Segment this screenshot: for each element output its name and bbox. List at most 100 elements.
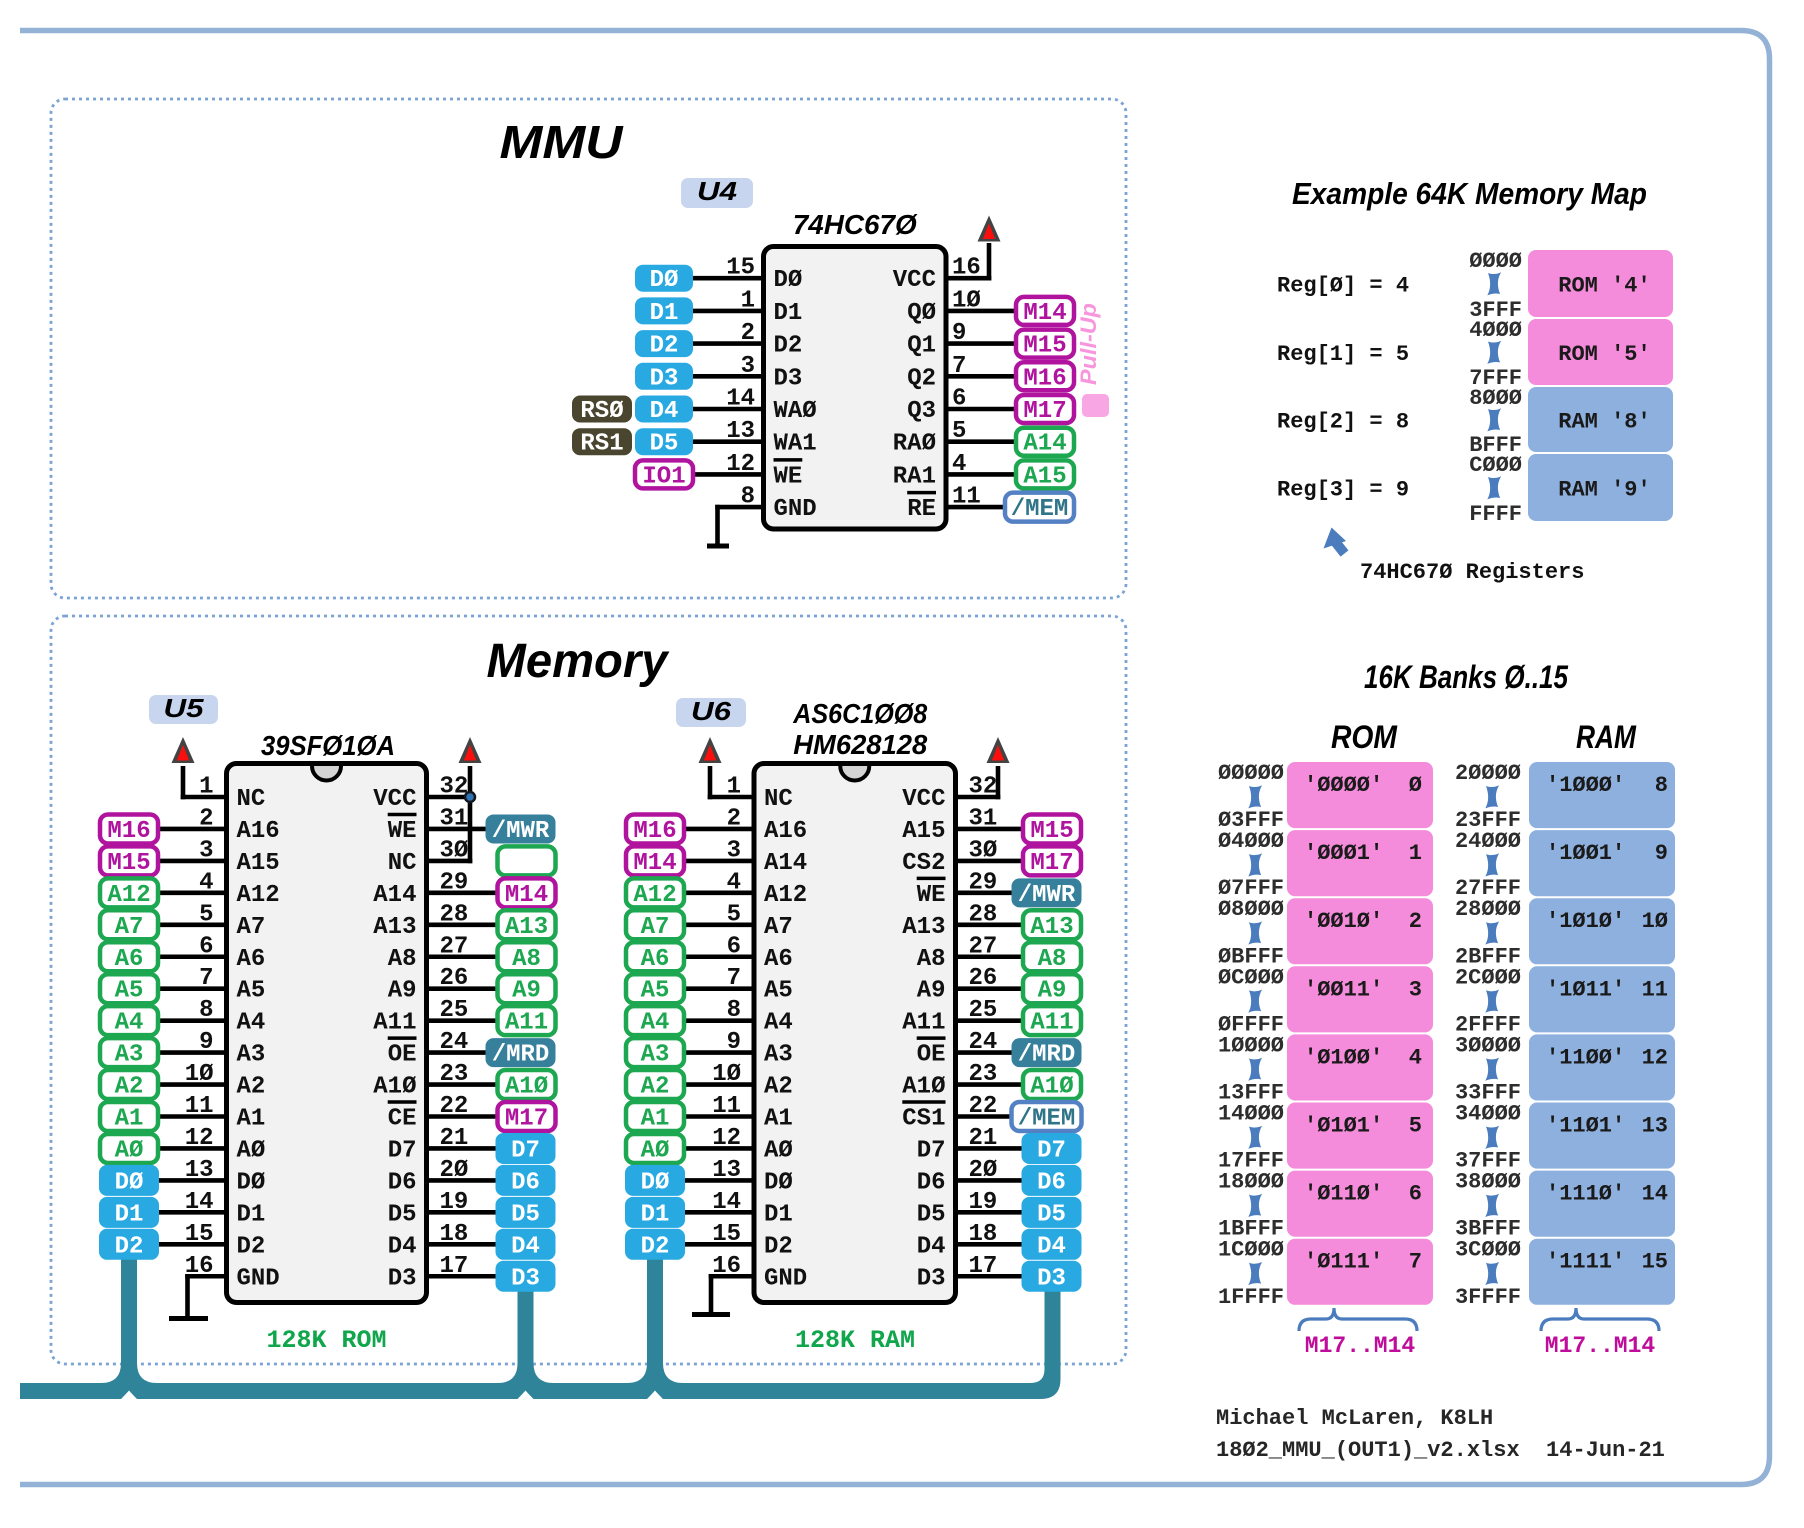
svg-text:D7: D7 [511, 1137, 540, 1164]
svg-text:1: 1 [727, 774, 741, 801]
svg-text:A4: A4 [237, 1010, 266, 1037]
svg-text:Pull-Up: Pull-Up [1076, 303, 1101, 385]
svg-text:74HC67Ø Registers: 74HC67Ø Registers [1360, 560, 1584, 585]
svg-text:D7: D7 [917, 1137, 946, 1164]
svg-text:A15: A15 [1023, 463, 1066, 490]
svg-text:A6: A6 [115, 946, 144, 973]
svg-text:Reg[Ø] = 4: Reg[Ø] = 4 [1277, 274, 1409, 299]
svg-text:M17..M14: M17..M14 [1305, 1333, 1416, 1359]
svg-text:A12: A12 [107, 882, 150, 909]
svg-text:'11ØØ': '11ØØ' [1546, 1045, 1625, 1070]
svg-text:17FFF: 17FFF [1218, 1149, 1284, 1174]
svg-text:22: 22 [440, 1093, 469, 1120]
svg-text:IO1: IO1 [642, 463, 685, 490]
svg-text:A3: A3 [237, 1042, 266, 1069]
svg-text:M17..M14: M17..M14 [1545, 1333, 1656, 1359]
svg-text:A11: A11 [373, 1010, 416, 1037]
svg-text:1CØØØ: 1CØØØ [1218, 1238, 1284, 1263]
svg-text:A4: A4 [641, 1010, 670, 1037]
svg-text:M16: M16 [633, 818, 676, 845]
svg-text:A6: A6 [237, 946, 266, 973]
svg-text:RAM '9': RAM '9' [1558, 478, 1650, 503]
svg-text:D2: D2 [650, 333, 679, 360]
svg-text:14: 14 [185, 1189, 214, 1216]
svg-text:128K ROM: 128K ROM [266, 1326, 386, 1355]
svg-text:GND: GND [237, 1265, 280, 1292]
svg-text:6: 6 [727, 933, 741, 960]
svg-text:Q2: Q2 [907, 365, 936, 392]
svg-text:24ØØØ: 24ØØØ [1455, 829, 1521, 854]
svg-text:U4: U4 [697, 176, 738, 206]
svg-text:27: 27 [440, 933, 469, 960]
svg-text:A1: A1 [237, 1106, 266, 1133]
svg-text:D6: D6 [511, 1169, 540, 1196]
svg-text:2BFFF: 2BFFF [1455, 944, 1521, 969]
svg-text:D5: D5 [388, 1201, 417, 1228]
svg-text:29: 29 [969, 869, 998, 896]
svg-text:15: 15 [1642, 1250, 1668, 1275]
svg-text:'ØØ1Ø': 'ØØ1Ø' [1304, 909, 1383, 934]
svg-text:27FFF: 27FFF [1455, 876, 1521, 901]
svg-text:3Ø: 3Ø [440, 837, 469, 864]
svg-text:A14: A14 [764, 850, 807, 877]
svg-text:15: 15 [185, 1221, 214, 1248]
svg-text:ØØØØ: ØØØØ [1469, 249, 1522, 274]
svg-text:3BFFF: 3BFFF [1455, 1217, 1521, 1242]
svg-text:29: 29 [440, 869, 469, 896]
svg-text:RAM: RAM [1576, 719, 1637, 755]
svg-text:A16: A16 [237, 818, 280, 845]
svg-text:D3: D3 [388, 1265, 417, 1292]
svg-text:RA1: RA1 [893, 463, 936, 490]
svg-text:4: 4 [952, 451, 966, 478]
svg-text:RSØ: RSØ [580, 398, 623, 425]
svg-text:24: 24 [440, 1029, 469, 1056]
svg-text:7FFF: 7FFF [1469, 366, 1522, 391]
svg-text:A16: A16 [764, 818, 807, 845]
svg-text:D3: D3 [511, 1265, 540, 1292]
svg-text:1BFFF: 1BFFF [1218, 1217, 1284, 1242]
svg-text:D1: D1 [237, 1201, 266, 1228]
svg-text:11: 11 [952, 484, 981, 511]
svg-text:WA1: WA1 [774, 431, 817, 458]
svg-text:A12: A12 [764, 882, 807, 909]
svg-text:Memory: Memory [487, 635, 670, 688]
svg-text:'1ØØ1': '1ØØ1' [1546, 841, 1625, 866]
svg-text:/MWR: /MWR [1018, 882, 1076, 909]
svg-text:A1: A1 [115, 1106, 144, 1133]
svg-text:ØBFFF: ØBFFF [1218, 944, 1284, 969]
svg-text:A1Ø: A1Ø [1030, 1074, 1073, 1101]
svg-text:28ØØØ: 28ØØØ [1455, 897, 1521, 922]
svg-text:M16: M16 [107, 818, 150, 845]
svg-text:A6: A6 [641, 946, 670, 973]
svg-text:A8: A8 [388, 946, 417, 973]
svg-text:3: 3 [727, 837, 741, 864]
svg-text:A5: A5 [115, 978, 144, 1005]
svg-text:23: 23 [969, 1061, 998, 1088]
svg-text:WAØ: WAØ [774, 398, 817, 425]
svg-text:31: 31 [969, 805, 998, 832]
svg-text:A11: A11 [1030, 1010, 1073, 1037]
svg-text:1Ø: 1Ø [952, 287, 981, 314]
svg-text:A5: A5 [764, 978, 793, 1005]
svg-text:1Ø: 1Ø [185, 1061, 214, 1088]
svg-text:4: 4 [1409, 1045, 1422, 1070]
svg-text:D4: D4 [388, 1233, 417, 1260]
svg-text:D3: D3 [1037, 1265, 1066, 1292]
svg-text:A8: A8 [1038, 946, 1067, 973]
svg-text:'11Ø1': '11Ø1' [1546, 1114, 1625, 1139]
svg-text:21: 21 [440, 1125, 469, 1152]
svg-text:Q3: Q3 [907, 398, 936, 425]
svg-text:7: 7 [199, 965, 213, 992]
svg-text:A4: A4 [764, 1010, 793, 1037]
svg-text:/MRD: /MRD [492, 1042, 550, 1069]
svg-text:1: 1 [1409, 841, 1422, 866]
svg-text:A13: A13 [902, 914, 945, 941]
svg-text:'ØØ11': 'ØØ11' [1304, 977, 1383, 1002]
svg-text:2: 2 [199, 805, 213, 832]
svg-text:2Ø: 2Ø [440, 1157, 469, 1184]
svg-text:WE: WE [774, 463, 803, 490]
svg-text:RS1: RS1 [580, 431, 623, 458]
svg-text:D1: D1 [764, 1201, 793, 1228]
svg-text:D4: D4 [650, 398, 679, 425]
svg-text:16: 16 [712, 1253, 741, 1280]
